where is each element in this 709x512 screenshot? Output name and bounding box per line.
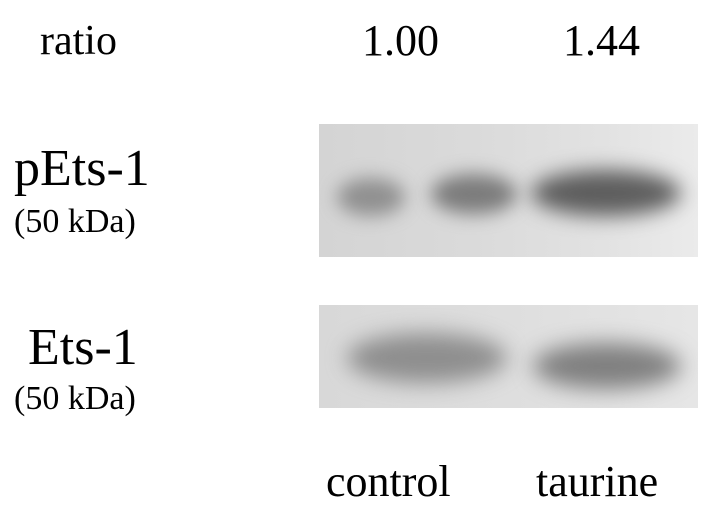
blot-ets1	[319, 305, 698, 408]
band-ets1-taurine	[533, 343, 681, 389]
lane-label-control: control	[326, 457, 451, 506]
band-ets1-control	[347, 333, 507, 383]
ratio-value-control: 1.00	[362, 16, 439, 65]
protein-name-pets1: pEts-1	[14, 140, 150, 197]
blot-pets1	[319, 124, 698, 257]
band-pets1-control-left	[337, 178, 405, 216]
lane-label-taurine: taurine	[536, 457, 659, 506]
protein-name-ets1: Ets-1	[28, 319, 138, 376]
ratio-label: ratio	[40, 18, 117, 64]
band-pets1-control-right	[431, 174, 517, 214]
protein-size-ets1: (50 kDa)	[14, 380, 136, 417]
ratio-value-taurine: 1.44	[563, 16, 640, 65]
band-pets1-taurine	[531, 170, 681, 216]
protein-size-pets1: (50 kDa)	[14, 203, 136, 240]
